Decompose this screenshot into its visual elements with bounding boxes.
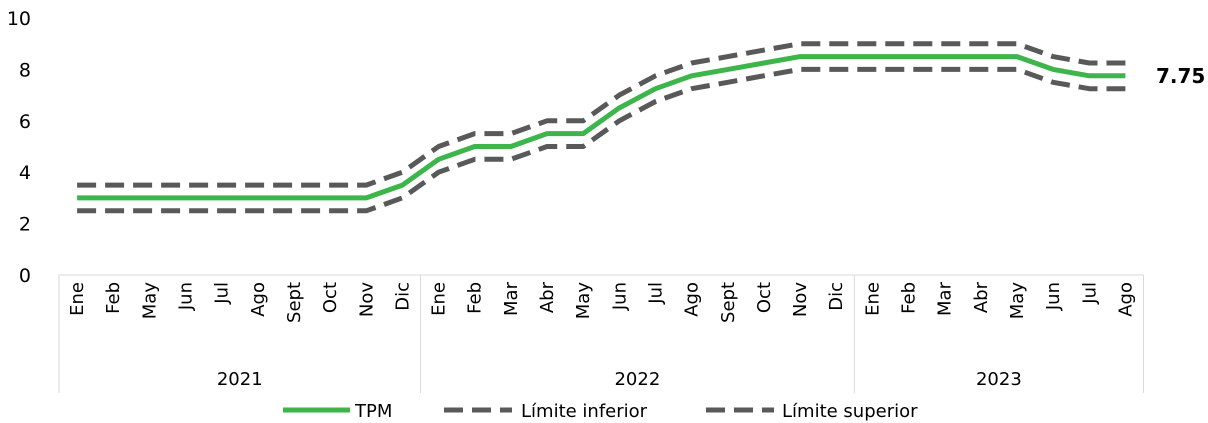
x-tick-label: Feb — [899, 282, 920, 314]
x-tick-label: Ene — [429, 282, 450, 316]
legend-label: TPM — [354, 401, 392, 422]
x-tick-label: Jun — [176, 282, 197, 311]
x-tick-label: Ago — [682, 282, 703, 317]
x-tick-label: Abr — [537, 281, 558, 313]
x-tick-label: Jul — [212, 282, 233, 305]
x-tick-label: Dic — [392, 282, 413, 311]
x-tick-label: May — [573, 282, 594, 320]
x-tick-label: Jun — [1043, 282, 1064, 311]
year-group-label: 2022 — [614, 369, 660, 390]
y-tick-label: 6 — [19, 111, 31, 133]
x-tick-label: Oct — [320, 282, 341, 313]
legend-label: Límite inferior — [521, 401, 648, 422]
series-line-limite-inferior — [77, 66, 1126, 214]
series-line-limite-superior — [77, 41, 1126, 188]
x-tick-label: Jul — [645, 282, 666, 305]
x-tick-label: May — [1007, 282, 1028, 320]
y-tick-label: 2 — [19, 214, 31, 236]
year-group-label: 2023 — [976, 369, 1022, 390]
series-line-tpm — [77, 54, 1126, 201]
x-tick-label: Ene — [67, 282, 88, 316]
y-tick-label: 8 — [19, 59, 31, 81]
x-axis: Ene Feb May Jun Jul Ago Sept Oct Nov Dic Ene Feb Mar… — [58, 274, 1144, 393]
x-tick-label: Abr — [971, 281, 992, 313]
x-tick-label: Feb — [465, 282, 486, 314]
x-tick-label: Ago — [248, 282, 269, 317]
x-tick-label: Feb — [103, 282, 124, 314]
end-value-label: 7.75 — [1156, 64, 1205, 88]
series-layer — [77, 41, 1126, 214]
x-tick-label: Nov — [356, 282, 377, 317]
x-tick-label: Mar — [935, 281, 956, 316]
x-tick-label: Sept — [718, 282, 739, 323]
x-tick-label: Ago — [1115, 282, 1136, 317]
y-tick-label: 0 — [19, 265, 31, 287]
year-group-label: 2021 — [217, 369, 263, 390]
x-tick-label: Oct — [754, 282, 775, 313]
x-tick-label: May — [139, 282, 160, 320]
x-tick-label: Mar — [501, 281, 522, 316]
x-tick-label: Jun — [609, 282, 630, 311]
y-axis: 0 2 4 6 8 10 — [7, 8, 31, 287]
y-tick-label: 10 — [7, 8, 31, 30]
x-tick-label: Jul — [1079, 282, 1100, 305]
x-tick-label: Nov — [790, 282, 811, 317]
legend-label: Límite superior — [782, 401, 918, 422]
legend: TPM Límite inferior Límite superior — [283, 401, 918, 422]
x-tick-label: Dic — [826, 282, 847, 311]
x-tick-label: Ene — [862, 282, 883, 316]
y-tick-label: 4 — [19, 162, 31, 184]
x-tick-label: Sept — [284, 282, 305, 323]
